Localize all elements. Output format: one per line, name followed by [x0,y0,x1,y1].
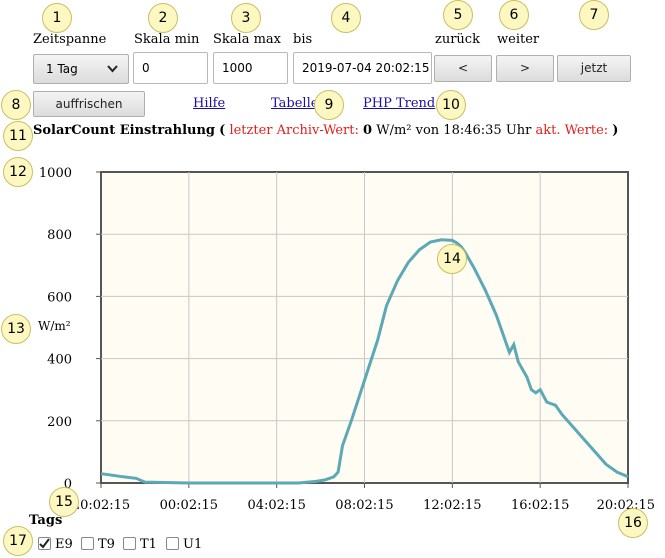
archive-label: letzter Archiv-Wert: [229,123,359,138]
series-line-e9 [100,238,629,485]
archive-value: 0 [363,123,373,138]
tag-checkbox-u1[interactable] [166,537,179,550]
tabelle-link[interactable]: Tabelle [271,96,319,111]
next-button[interactable]: > [496,55,554,82]
marker-11: 11 [3,121,33,151]
current-values-label: akt. Werte: [535,123,609,138]
zeitspanne-label: Zeitspanne [33,32,107,47]
tag-checkbox-t1[interactable] [123,537,136,550]
marker-13: 13 [1,314,31,344]
marker-17: 17 [3,526,33,556]
marker-3: 3 [231,3,261,33]
y-axis-label: W/m² [38,319,71,333]
close-paren: ) [612,123,619,138]
zeitspanne-value: 1 Tag [46,62,78,76]
jetzt-button[interactable]: jetzt [557,55,631,82]
y-tick-label: 1000 [39,166,72,181]
archive-unit-time: W/m² von 18:46:35 Uhr [376,123,532,138]
x-tick-label: 00:02:15 [160,498,218,513]
refresh-button[interactable]: auffrischen [33,91,145,117]
marker-14: 14 [437,244,467,274]
x-ticks: 20:02:15 00:02:15 04:02:15 08:02:15 12:02:15… [72,483,655,513]
bis-label: bis [293,32,313,47]
tag-label-t9: T9 [98,537,115,552]
marker-7: 7 [579,0,609,30]
chart-header: SolarCount Einstrahlung ( letzter Archiv… [33,123,618,138]
marker-8: 8 [1,90,31,120]
tags-heading: Tags [29,513,63,528]
marker-16: 16 [618,508,648,538]
chevron-down-icon [107,65,118,73]
open-paren: ( [219,123,226,138]
marker-1: 1 [42,3,72,33]
skala-max-input[interactable]: 1000 [213,52,288,84]
x-tick-label: 20:02:15 [72,498,130,513]
tag-label-u1: U1 [183,537,203,552]
tag-checkbox-e9[interactable] [38,537,51,550]
bis-datetime-input[interactable]: 2019-07-04 20:02:15 [293,52,432,84]
marker-15: 15 [49,487,79,517]
marker-4: 4 [331,3,361,33]
weiter-label: weiter [497,32,540,47]
grid-lines [101,172,628,483]
marker-9: 9 [314,90,344,120]
skala-min-input[interactable]: 0 [133,52,208,84]
marker-2: 2 [148,3,178,33]
zeitspanne-select[interactable]: 1 Tag [33,54,129,84]
x-tick-label: 16:02:15 [511,498,569,513]
marker-6: 6 [499,0,529,30]
tag-checkbox-t9[interactable] [81,537,94,550]
skala-min-label: Skala min [134,32,200,47]
prev-button[interactable]: < [434,55,492,82]
y-tick-label: 800 [47,228,72,243]
x-tick-label: 04:02:15 [247,498,305,513]
y-tick-label: 400 [47,353,72,368]
marker-12: 12 [3,157,33,187]
y-ticks: 0 200 400 600 800 1000 [39,166,101,492]
y-tick-label: 600 [47,290,72,305]
marker-5: 5 [443,0,473,30]
tag-label-e9: E9 [55,537,73,552]
hilfe-link[interactable]: Hilfe [193,96,226,111]
y-tick-label: 0 [64,477,72,492]
check-icon [39,538,50,549]
php-trend-link[interactable]: PHP Trend [363,96,436,111]
marker-10: 10 [436,90,466,120]
tag-label-t1: T1 [140,537,157,552]
skala-max-label: Skala max [213,32,281,47]
y-tick-label: 200 [47,415,72,430]
x-tick-label: 12:02:15 [423,498,481,513]
x-tick-label: 08:02:15 [335,498,393,513]
zurueck-label: zurück [435,32,480,47]
chart-title: SolarCount Einstrahlung [33,123,215,138]
